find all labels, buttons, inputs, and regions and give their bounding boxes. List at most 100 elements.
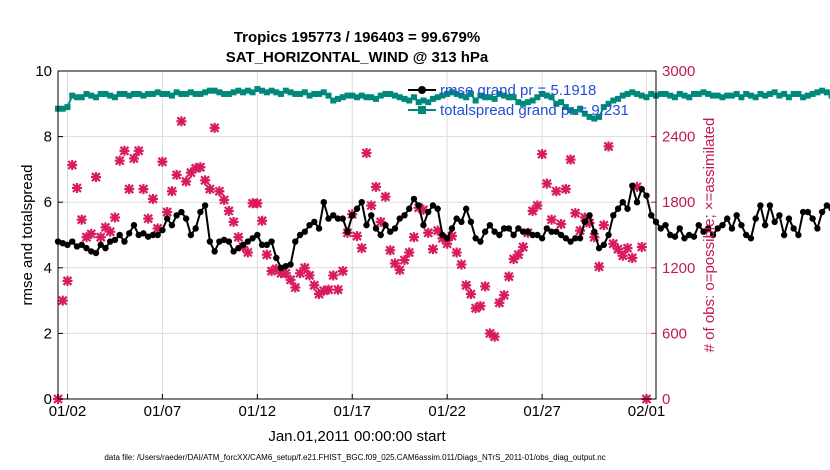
obs-assimilated-point bbox=[290, 282, 300, 292]
rmse-point bbox=[729, 225, 735, 231]
obs-assimilated-point bbox=[110, 213, 120, 223]
y-left-tick-label: 10 bbox=[35, 63, 52, 80]
rmse-point bbox=[771, 219, 777, 225]
rmse-point bbox=[805, 209, 811, 215]
rmse-point bbox=[591, 229, 597, 235]
obs-assimilated-point bbox=[475, 301, 485, 311]
rmse-point bbox=[724, 215, 730, 221]
rmse-point bbox=[496, 232, 502, 238]
rmse-point bbox=[121, 238, 127, 244]
obs-assimilated-point bbox=[338, 266, 348, 276]
obs-assimilated-point bbox=[115, 156, 125, 166]
rmse-point bbox=[378, 232, 384, 238]
legend-totalspread-label: totalspread grand pr = 9.231 bbox=[440, 102, 629, 119]
rmse-point bbox=[677, 225, 683, 231]
x-tick-label: 02/01 bbox=[628, 403, 666, 420]
y-right-tick-label: 3000 bbox=[662, 63, 695, 80]
obs-assimilated-point bbox=[172, 170, 182, 180]
rmse-point bbox=[468, 219, 474, 225]
obs-assimilated-point bbox=[366, 200, 376, 210]
y-left-tick-label: 6 bbox=[44, 194, 52, 211]
rmse-point bbox=[434, 206, 440, 212]
rmse-point bbox=[287, 261, 293, 267]
rmse-point bbox=[164, 215, 170, 221]
rmse-point bbox=[183, 215, 189, 221]
rmse-point bbox=[207, 238, 213, 244]
rmse-point bbox=[691, 233, 697, 239]
rmse-point bbox=[192, 225, 198, 231]
y-left-axis-label: rmse and totalspread bbox=[19, 165, 36, 306]
obs-assimilated-point bbox=[371, 182, 381, 192]
obs-assimilated-point bbox=[623, 243, 633, 253]
obs-assimilated-point bbox=[333, 285, 343, 295]
obs-assimilated-point bbox=[456, 260, 466, 270]
obs-assimilated-point bbox=[214, 186, 224, 196]
obs-assimilated-point bbox=[637, 242, 647, 252]
obs-assimilated-point bbox=[566, 155, 576, 165]
rmse-point bbox=[752, 215, 758, 221]
rmse-point bbox=[159, 227, 165, 233]
rmse-point bbox=[748, 235, 754, 241]
rmse-point bbox=[719, 222, 725, 228]
rmse-point bbox=[539, 235, 545, 241]
rmse-point bbox=[178, 209, 184, 215]
y-right-tick-label: 0 bbox=[662, 391, 670, 408]
y-right-tick-label: 1200 bbox=[662, 260, 695, 277]
obs-assimilated-point bbox=[77, 215, 87, 225]
rmse-point bbox=[126, 230, 132, 236]
obs-assimilated-point bbox=[513, 250, 523, 260]
rmse-point bbox=[354, 206, 360, 212]
obs-assimilated-point bbox=[594, 262, 604, 272]
rmse-point bbox=[69, 238, 75, 244]
rmse-point bbox=[292, 238, 298, 244]
obs-assimilated-point bbox=[138, 184, 148, 194]
rmse-point bbox=[582, 219, 588, 225]
y-left-tick-label: 8 bbox=[44, 129, 52, 146]
obs-assimilated-point bbox=[404, 247, 414, 257]
obs-assimilated-point bbox=[96, 232, 106, 242]
obs-assimilated-point bbox=[627, 253, 637, 263]
rmse-point bbox=[444, 235, 450, 241]
obs-assimilated-point bbox=[452, 247, 462, 257]
rmse-point bbox=[672, 233, 678, 239]
rmse-point bbox=[197, 209, 203, 215]
obs-assimilated-point bbox=[328, 270, 338, 280]
rmse-point bbox=[226, 238, 232, 244]
rmse-point bbox=[415, 202, 421, 208]
rmse-point bbox=[577, 235, 583, 241]
rmse-point bbox=[639, 186, 645, 192]
y-right-tick-label: 2400 bbox=[662, 129, 695, 146]
x-tick-label: 01/12 bbox=[239, 403, 277, 420]
obs-assimilated-point bbox=[243, 247, 253, 257]
obs-assimilated-point bbox=[224, 206, 234, 216]
obs-assimilated-point bbox=[556, 219, 566, 229]
x-tick-label: 01/22 bbox=[428, 403, 466, 420]
rmse-point bbox=[363, 222, 369, 228]
legend-totalspread-marker bbox=[418, 106, 426, 114]
rmse-point bbox=[302, 229, 308, 235]
obs-assimilated-point bbox=[547, 215, 557, 225]
rmse-point bbox=[411, 196, 417, 202]
obs-diagnostic-chart: Tropics 195773 / 196403 = 99.679% SAT_HO… bbox=[0, 0, 830, 470]
x-tick-label: 01/17 bbox=[333, 403, 371, 420]
obs-assimilated-point bbox=[409, 232, 419, 242]
obs-assimilated-point bbox=[233, 232, 243, 242]
rmse-point bbox=[382, 222, 388, 228]
legend-rmse-label: rmse grand pr = 5.1918 bbox=[440, 82, 596, 99]
rmse-point bbox=[819, 209, 825, 215]
y-right-tick-label: 1800 bbox=[662, 194, 695, 211]
obs-assimilated-point bbox=[395, 265, 405, 275]
obs-assimilated-point bbox=[542, 179, 552, 189]
obs-assimilated-point bbox=[309, 280, 319, 290]
rmse-point bbox=[401, 212, 407, 218]
rmse-point bbox=[648, 212, 654, 218]
totalspread-point bbox=[64, 104, 70, 110]
obs-assimilated-point bbox=[499, 290, 509, 300]
rmse-point bbox=[392, 225, 398, 231]
rmse-point bbox=[586, 212, 592, 218]
obs-assimilated-point bbox=[490, 332, 500, 342]
rmse-point bbox=[458, 219, 464, 225]
obs-assimilated-point bbox=[461, 280, 471, 290]
obs-assimilated-point bbox=[385, 245, 395, 255]
obs-assimilated-point bbox=[380, 192, 390, 202]
